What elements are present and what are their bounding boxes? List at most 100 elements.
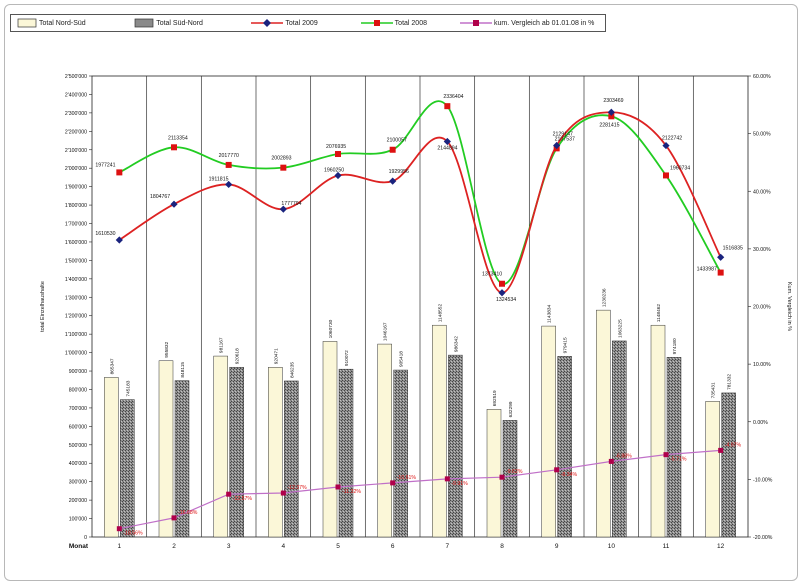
x-tick-label: 12 <box>717 543 725 550</box>
bar-label-sued-nord: 745183 <box>125 380 131 396</box>
data-label-kum-vergleich: -9.62% <box>506 469 523 475</box>
bar-sued-nord <box>448 354 463 538</box>
y-right-tick-label: -10.00% <box>753 477 773 483</box>
y-left-tick-label: 200'000 <box>69 498 87 504</box>
data-label-kum-vergleich: -8.34% <box>561 472 578 478</box>
marker-kum-vergleich <box>499 474 505 480</box>
y-left-tick-label: 300'000 <box>69 480 87 486</box>
bar-sued-nord <box>338 368 354 538</box>
data-label-kum-vergleich: -12.57% <box>233 496 253 502</box>
marker-total-2009 <box>170 200 178 208</box>
marker-total-2009 <box>498 289 506 297</box>
bar-label-sued-nord: 979415 <box>563 337 569 353</box>
data-label-total-2008: 1960734 <box>670 165 690 171</box>
y-left-tick-label: 2'500'000 <box>65 74 87 80</box>
data-label-kum-vergleich: -12.37% <box>287 485 307 491</box>
bar-sued-nord <box>229 366 244 538</box>
marker-total-2008 <box>717 269 724 276</box>
legend-swatch-total-2009 <box>251 19 284 27</box>
y-right-tick-label: 10.00% <box>753 362 771 368</box>
data-label-kum-vergleich: -11.32% <box>342 489 361 495</box>
legend-label-total-2008: Total 2008 <box>394 19 427 27</box>
marker-kum-vergleich <box>335 484 341 490</box>
bar-sued-nord <box>721 392 736 538</box>
marker-kum-vergleich <box>226 491 232 497</box>
data-label-total-2009: 2122742 <box>662 136 682 142</box>
y-left-tick-label: 400'000 <box>69 461 87 467</box>
y-left-tick-label: 2'200'000 <box>65 129 87 135</box>
y-left-tick-label: 1'300'000 <box>65 295 87 301</box>
y-right-tick-label: 20.00% <box>753 305 771 311</box>
marker-kum-vergleich <box>554 467 560 473</box>
data-label-total-2009: 1610530 <box>95 231 115 237</box>
y-left-axis-title: total Einzelhaushalte <box>40 281 46 332</box>
x-tick-label: 2 <box>172 543 176 550</box>
y-left-tick-label: 1'100'000 <box>65 332 87 338</box>
bar-nord-sued <box>213 355 228 538</box>
legend: Total Nord-Süd Total Süd-Nord Total 2009… <box>10 14 606 32</box>
marker-total-2008 <box>499 280 505 287</box>
bar-label-nord-sued: 955832 <box>164 341 170 357</box>
bar-label-sued-nord: 974180 <box>672 338 678 354</box>
legend-item-kum-vergleich: kum. Vergleich ab 01.01.08 in % <box>458 15 605 31</box>
y-left-tick-label: 900'000 <box>69 369 87 375</box>
marker-total-2008 <box>280 164 287 171</box>
bar-nord-sued <box>650 324 666 538</box>
bar-sued-nord <box>120 399 135 538</box>
bar-label-nord-sued: 920471 <box>273 348 279 364</box>
data-label-total-2009: 1804767 <box>150 194 170 200</box>
marker-kum-vergleich <box>718 447 724 453</box>
legend-label-sued-nord: Total Süd-Nord <box>156 19 203 27</box>
bar-label-sued-nord: 632299 <box>508 401 514 417</box>
legend-item-total-2009: Total 2009 <box>249 15 358 31</box>
data-label-total-2008: 1373410 <box>482 272 502 278</box>
marker-total-2009 <box>389 177 397 185</box>
x-tick-label: 9 <box>555 543 559 550</box>
legend-item-nord-sued: Total Nord-Süd <box>11 15 132 31</box>
bar-label-nord-sued: 1148552 <box>437 304 443 323</box>
data-label-total-2008: 2281415 <box>599 122 619 128</box>
data-label-total-2009: 1911815 <box>209 176 229 182</box>
bar-label-nord-sued: 735431 <box>711 382 717 398</box>
bar-nord-sued <box>705 401 720 538</box>
marker-total-2008 <box>171 144 177 151</box>
bar-label-nord-sued: 1143834 <box>547 304 553 323</box>
x-tick-label: 3 <box>227 543 231 550</box>
data-label-total-2009: 2129147 <box>553 131 573 137</box>
x-tick-label: 11 <box>663 543 670 550</box>
y-left-tick-label: 800'000 <box>69 387 87 393</box>
marker-total-2009 <box>115 236 123 244</box>
bar-nord-sued <box>541 325 556 538</box>
bar-sued-nord <box>612 340 627 538</box>
data-label-kum-vergleich: -16.68% <box>178 510 198 516</box>
data-label-total-2009: 2144894 <box>437 145 457 151</box>
x-tick-label: 8 <box>500 543 504 550</box>
bar-sued-nord <box>174 380 190 538</box>
y-left-tick-label: 1'600'000 <box>65 240 87 246</box>
data-label-total-2008: 2017770 <box>219 153 239 159</box>
bar-sued-nord <box>502 420 518 538</box>
marker-total-2008 <box>608 113 615 120</box>
y-left-tick-label: 2'000'000 <box>65 166 87 172</box>
bar-label-sued-nord: 846235 <box>289 362 295 378</box>
marker-total-2009 <box>662 141 670 150</box>
bar-label-nord-sued: 1148462 <box>656 304 662 323</box>
bar-label-sued-nord: 920618 <box>235 348 241 364</box>
y-left-tick-label: 1'000'000 <box>65 351 87 357</box>
marker-total-2008 <box>335 151 341 158</box>
bar-label-sued-nord: 910072 <box>344 350 350 366</box>
data-label-total-2009: 1516835 <box>723 245 743 251</box>
y-right-tick-label: -20.00% <box>753 535 773 541</box>
bar-sued-nord <box>666 357 682 538</box>
y-left-tick-label: 100'000 <box>69 517 87 523</box>
data-label-kum-vergleich: -6.88% <box>615 453 632 459</box>
marker-total-2009 <box>225 180 233 189</box>
bar-label-nord-sued: 1230236 <box>601 288 607 307</box>
bar-sued-nord <box>284 380 299 538</box>
marker-total-2008 <box>444 103 451 110</box>
y-left-tick-label: 2'400'000 <box>65 92 87 98</box>
marker-total-2008 <box>663 172 669 179</box>
bar-nord-sued <box>322 341 338 538</box>
y-left-tick-label: 1'200'000 <box>65 314 87 320</box>
legend-swatch-total-2008 <box>360 20 393 26</box>
